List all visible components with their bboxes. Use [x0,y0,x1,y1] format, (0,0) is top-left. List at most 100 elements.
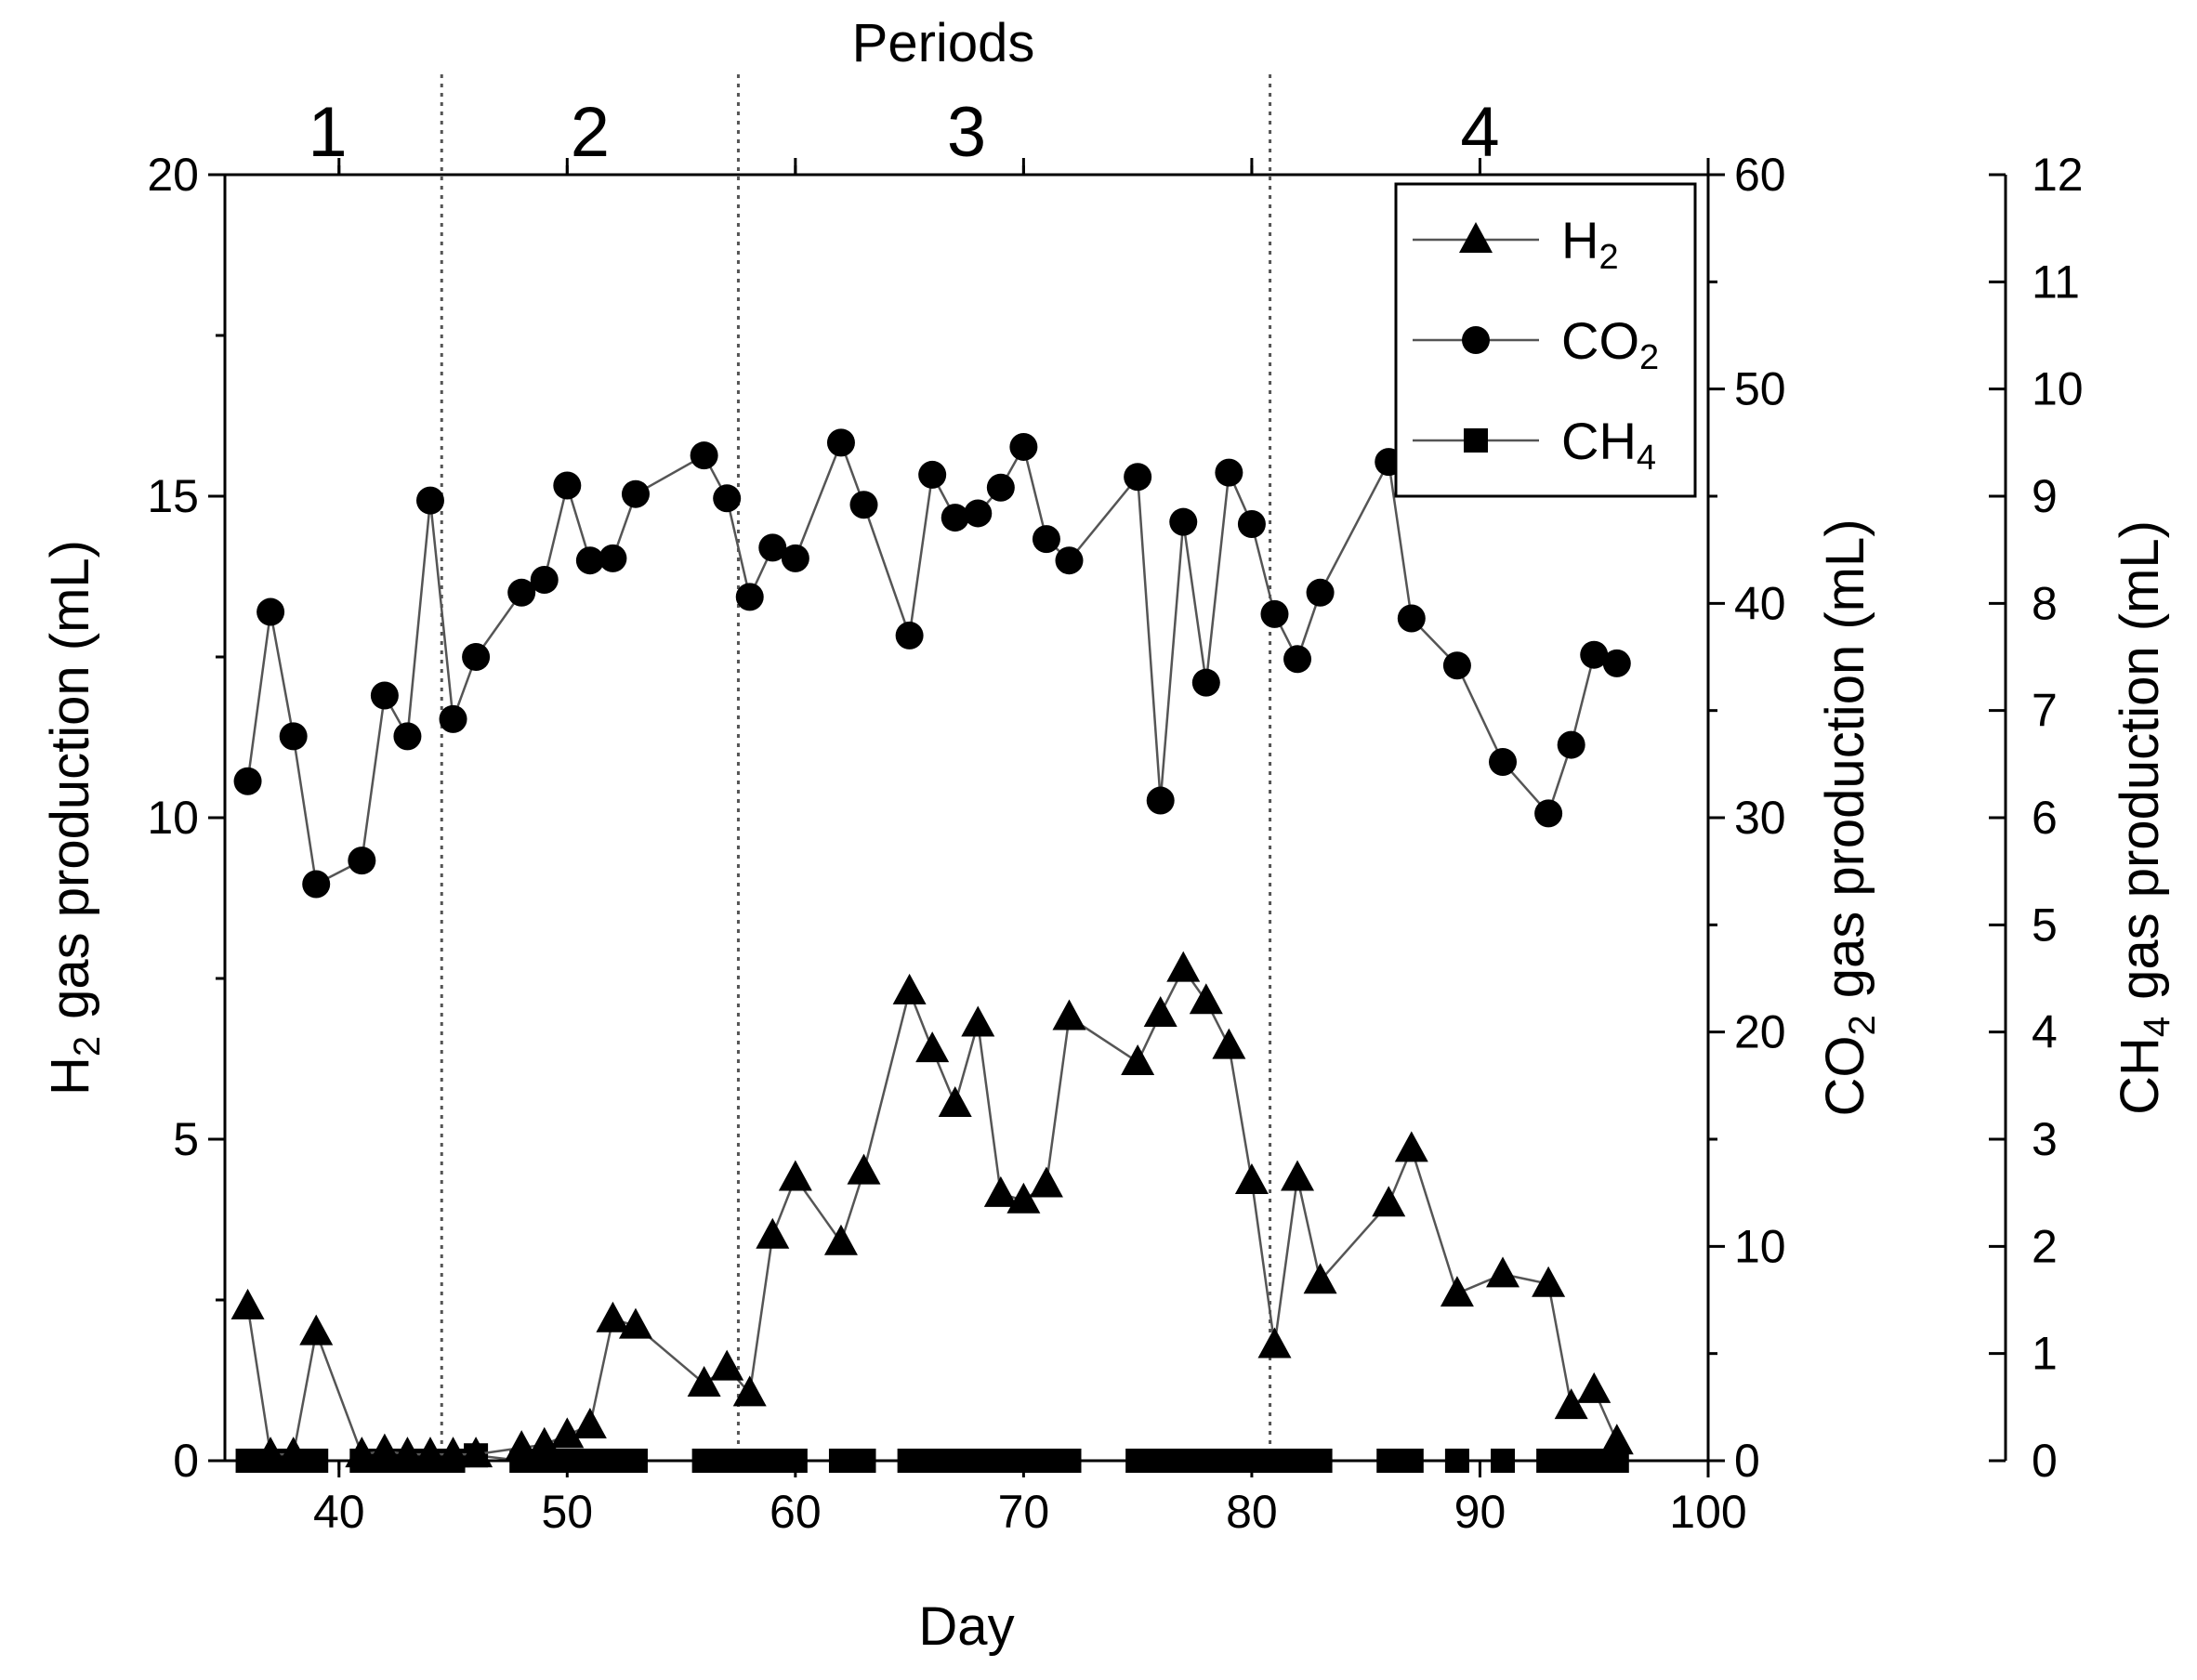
h2-point [367,1433,401,1464]
period-labels: 1 2 3 4 [308,93,1499,172]
co2-tick-label: 10 [1734,1220,1786,1272]
co2-point [279,722,308,751]
co2-tick-label: 20 [1734,1006,1786,1058]
x-tick-label: 100 [1669,1486,1746,1538]
h2-point [1281,1160,1315,1191]
h2-point [1143,996,1177,1028]
co2-point [781,544,809,572]
co2-tick-label: 40 [1734,577,1786,629]
ch4-axis-title: CH4gas production (mL) [2110,520,2177,1115]
h2-point [778,1160,812,1191]
h2-point [823,1224,858,1255]
h2-axis-title: H2gas production (mL) [40,540,108,1096]
ch4-tick-label: 8 [2032,577,2058,629]
h2-point [1599,1424,1634,1455]
legend-marker-h2 [1459,222,1493,253]
x-tick-label: 90 [1454,1486,1506,1538]
co2-point [986,473,1015,502]
co2-point [1055,546,1084,575]
h2-point [1394,1131,1428,1162]
co2-point [1260,599,1289,628]
h2-tick-label: 5 [173,1113,199,1165]
h2-point [983,1175,1018,1207]
h2-point [299,1314,334,1345]
co2-point [964,499,993,528]
h2-point [915,1031,950,1063]
period-label: 3 [947,93,986,172]
co2-point [370,681,399,710]
h2-point [961,1005,995,1037]
co2-point [1215,458,1243,487]
h2-point [892,973,927,1004]
h2-point [1212,1028,1246,1059]
h2-point [1006,1182,1041,1214]
co2-point [758,533,787,562]
co2-point [1580,640,1609,669]
co2-point [1191,668,1220,697]
co2-point [575,546,604,575]
h2-point [756,1217,790,1249]
co2-point [1306,578,1335,607]
ch4-tick-label: 2 [2032,1220,2058,1272]
h2-point [550,1417,585,1449]
co2-tick-label: 60 [1734,149,1786,201]
co2-point [415,486,444,515]
co2-point [1534,799,1563,828]
period-label: 4 [1460,93,1499,172]
axis-ticks: 40 50 60 70 80 90 1000510152001020304050600123… [147,149,2083,1538]
co2-tick-label: 50 [1734,363,1786,415]
h2-point [527,1426,561,1458]
h2-point [230,1288,265,1319]
ch4-tick-label: 9 [2032,470,2058,522]
h2-point [1372,1186,1406,1217]
co2-point [1169,507,1198,536]
h2-point [732,1375,767,1407]
legend-label-h2: H2 [1561,211,1619,277]
h2-point [1440,1276,1474,1307]
ch4-tick-label: 6 [2032,792,2058,844]
co2-point [849,491,878,519]
legend: H2 CO2 CH4 [1394,182,1697,498]
co2-point [1283,645,1312,674]
co2-point [439,704,467,733]
ch4-tick-label: 7 [2032,685,2058,737]
co2-point [690,441,718,470]
ch4-tick-label: 5 [2032,899,2058,951]
x-tick-label: 40 [313,1486,365,1538]
h2-point [572,1407,607,1438]
h2-tick-label: 10 [147,792,199,844]
co2-point [1032,525,1060,554]
co2-point [393,722,422,751]
h2-point [1257,1327,1292,1358]
h2-point [938,1085,972,1117]
h2-point [1554,1388,1588,1420]
h2-point [596,1301,630,1332]
co2-point [735,583,764,611]
h2-point [1234,1162,1269,1194]
ch4-tick-label: 4 [2032,1006,2058,1058]
co2-point [599,544,627,572]
h2-point [1303,1263,1337,1294]
h2-point [1189,983,1223,1015]
co2-tick-label: 30 [1734,792,1786,844]
co2-point [1557,730,1585,759]
x-tick-label: 70 [998,1486,1050,1538]
co2-axis-title: CO2gas production (mL) [1815,518,1883,1116]
h2-point [505,1430,539,1462]
h2-point [1121,1043,1155,1075]
ch4-tick-label: 10 [2032,363,2084,415]
co2-point [895,621,924,650]
co2-point [621,479,650,508]
co2-point [1442,651,1471,680]
co2-point [941,504,969,532]
co2-point [348,847,376,875]
ch4-tick-label: 3 [2032,1113,2058,1165]
x-tick-label: 60 [770,1486,822,1538]
h2-point [1029,1166,1063,1198]
co2-point [1489,748,1518,777]
co2-point [1237,509,1266,538]
co2-point [826,428,855,457]
period-dividers [440,74,1272,1461]
co2-line [246,439,1618,886]
